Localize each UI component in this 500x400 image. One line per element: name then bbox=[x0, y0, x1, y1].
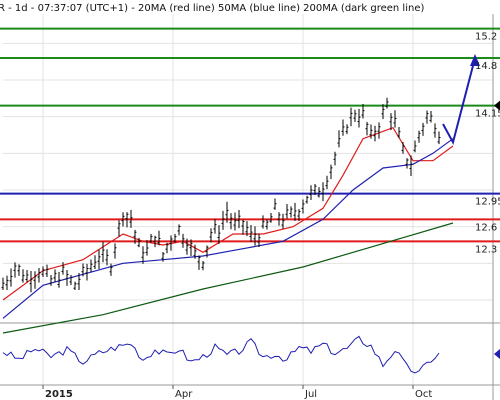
horizontal-levels bbox=[0, 27, 500, 243]
level-label: 14.8 bbox=[475, 61, 497, 72]
ma-line-50ma bbox=[2, 138, 454, 319]
level-label: 14.15 bbox=[475, 109, 500, 120]
level-label: 12.6 bbox=[475, 222, 497, 233]
price-bars bbox=[1, 97, 441, 293]
oscillator-marker bbox=[494, 349, 500, 359]
level-labels: 15.2 14.8 14.15 12.95 12.6 12.3 bbox=[475, 32, 500, 256]
forecast-arrow bbox=[442, 54, 480, 145]
moving-averages bbox=[2, 126, 454, 334]
oscillator-panel bbox=[2, 335, 500, 374]
forecast-path bbox=[442, 57, 476, 145]
x-tick-label: Jul bbox=[304, 389, 317, 400]
oscillator-line bbox=[2, 335, 440, 374]
level-label: 12.95 bbox=[475, 197, 500, 208]
level-label: 12.3 bbox=[475, 244, 497, 255]
x-tick-label: Apr bbox=[175, 389, 193, 400]
x-tick-label: Oct bbox=[415, 389, 432, 400]
forecast-arrowhead bbox=[470, 54, 480, 66]
gridlines bbox=[0, 14, 500, 400]
ma-line-20ma bbox=[2, 126, 454, 301]
x-tick-label: 2015 bbox=[45, 389, 73, 400]
x-axis: 2015 Apr Jul Oct bbox=[42, 385, 432, 400]
price-marker bbox=[494, 100, 500, 111]
level-label: 15.2 bbox=[475, 32, 497, 43]
ma-line-200ma bbox=[2, 222, 454, 334]
chart-title: R - 1d - 07:37:07 (UTC+1) - 20MA (red li… bbox=[0, 3, 424, 14]
